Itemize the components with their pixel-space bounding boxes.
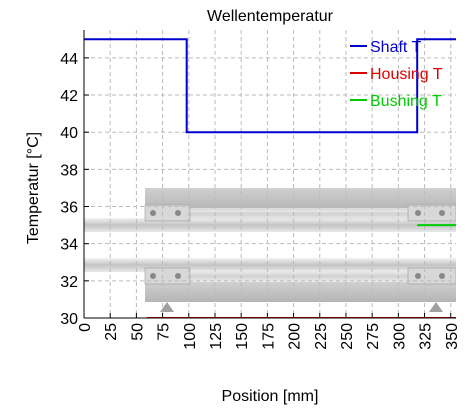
x-tick-label: 250: [339, 323, 356, 350]
x-tick-label: 175: [260, 323, 277, 350]
x-tick-label: 125: [208, 323, 225, 350]
chart-title: Wellentemperatur: [207, 8, 334, 25]
x-tick-label: 200: [287, 323, 304, 350]
x-tick-label: 350: [444, 323, 461, 350]
x-tick-label: 50: [129, 323, 146, 341]
y-axis-label: Temperatur [°C]: [25, 132, 42, 244]
y-tick-label: 44: [60, 51, 78, 68]
x-ticks: 0 25 50 75 100 125 150 175 200 225 250 275 300 325 350: [77, 313, 461, 350]
legend: Shaft T Housing T Bushing T: [350, 39, 443, 110]
legend-label: Housing T: [370, 66, 443, 83]
grid-lines: [84, 30, 456, 318]
y-tick-label: 42: [60, 88, 78, 105]
y-tick-label: 30: [60, 311, 78, 328]
y-tick-label: 36: [60, 200, 78, 217]
legend-label: Bushing T: [370, 93, 442, 110]
y-ticks: 30 32 34 36 38 40 42 44: [60, 51, 89, 328]
x-tick-label: 25: [103, 323, 120, 341]
x-tick-label: 300: [391, 323, 408, 350]
y-tick-label: 38: [60, 162, 78, 179]
plot-area: [84, 30, 456, 318]
y-tick-label: 40: [60, 125, 78, 142]
legend-label: Shaft T: [370, 39, 422, 56]
series-layer: [84, 38, 456, 318]
y-tick-label: 32: [60, 274, 78, 291]
x-tick-label: 75: [156, 323, 173, 341]
x-axis-label: Position [mm]: [222, 388, 319, 405]
shaft-assembly-drawing-icon: [84, 188, 456, 312]
x-tick-label: 0: [77, 323, 94, 332]
x-tick-label: 325: [418, 323, 435, 350]
x-tick-label: 275: [365, 323, 382, 350]
x-tick-label: 225: [313, 323, 330, 350]
x-tick-label: 150: [234, 323, 251, 350]
y-tick-label: 34: [60, 237, 78, 254]
series-line: [84, 38, 456, 134]
x-tick-label: 100: [182, 323, 199, 350]
